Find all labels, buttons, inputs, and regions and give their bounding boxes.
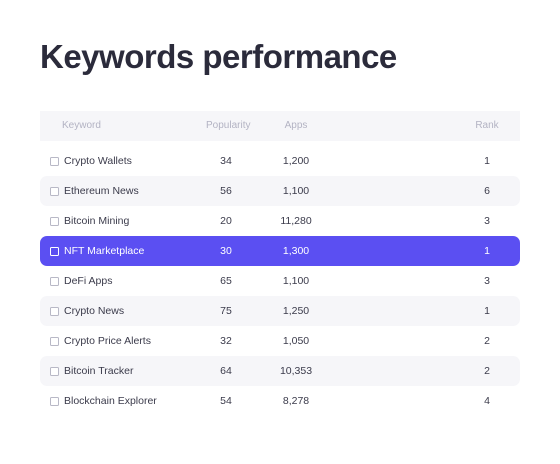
row-checkbox[interactable]	[50, 157, 59, 166]
table-cell: 1,300	[282, 245, 310, 257]
table-cell: 4	[484, 395, 490, 407]
table-cell: 6	[484, 185, 490, 197]
table-cell: 56	[220, 185, 232, 197]
table-cell: Crypto News	[64, 305, 125, 317]
row-checkbox[interactable]	[50, 307, 59, 316]
table-header: Keyword Popularity Apps Rank	[40, 111, 520, 141]
row-checkbox[interactable]	[50, 277, 59, 286]
table-row[interactable]: Blockchain Explorer 54 8,278 4	[40, 386, 520, 416]
table-cell: 1,050	[282, 335, 310, 347]
column-header[interactable]: Apps	[284, 120, 308, 131]
table-row[interactable]: Bitcoin Mining 20 11,280 3	[40, 206, 520, 236]
table-cell: 20	[220, 215, 232, 227]
table-cell: 2	[484, 365, 490, 377]
table-cell: 34	[220, 155, 232, 167]
row-checkbox[interactable]	[50, 217, 59, 226]
table-cell: Bitcoin Tracker	[64, 365, 134, 377]
table-cell: 3	[484, 215, 490, 227]
table-cell: 1,200	[282, 155, 310, 167]
table-row[interactable]: DeFi Apps 65 1,100 3	[40, 266, 520, 296]
table-cell: Crypto Price Alerts	[64, 335, 151, 347]
table-cell: Crypto Wallets	[64, 155, 132, 167]
column-header[interactable]: Popularity	[206, 120, 251, 131]
table-cell: 3	[484, 275, 490, 287]
table-cell: 75	[220, 305, 232, 317]
column-header[interactable]: Rank	[475, 120, 499, 131]
table-cell: 30	[220, 245, 232, 257]
table-cell: 1,100	[282, 185, 310, 197]
table-row[interactable]: Bitcoin Tracker 64 10,353 2	[40, 356, 520, 386]
table-row[interactable]: Ethereum News 56 1,100 6	[40, 176, 520, 206]
table-cell: NFT Marketplace	[64, 245, 145, 257]
table-cell: DeFi Apps	[64, 275, 113, 287]
table-row[interactable]: Crypto News 75 1,250 1	[40, 296, 520, 326]
row-checkbox[interactable]	[50, 367, 59, 376]
column-header[interactable]: Keyword	[62, 120, 101, 131]
page-title: Keywords performance	[40, 38, 397, 75]
table-cell: 1	[484, 305, 490, 317]
table-cell: 65	[220, 275, 232, 287]
table-cell: 32	[220, 335, 232, 347]
row-checkbox[interactable]	[50, 397, 59, 406]
table-cell: 1	[484, 155, 490, 167]
table-cell: 11,280	[280, 215, 312, 227]
table-cell: 8,278	[282, 395, 310, 407]
table-row[interactable]: Crypto Wallets 34 1,200 1	[40, 146, 520, 176]
table-cell: 1	[484, 245, 490, 257]
row-checkbox[interactable]	[50, 247, 59, 256]
table-cell: 10,353	[279, 365, 313, 377]
row-checkbox[interactable]	[50, 187, 59, 196]
table-cell: 2	[484, 335, 490, 347]
table-cell: Bitcoin Mining	[64, 215, 130, 227]
row-checkbox[interactable]	[50, 337, 59, 346]
table-cell: Blockchain Explorer	[64, 395, 157, 407]
table-cell: 1,250	[282, 305, 310, 317]
table-cell: Ethereum News	[64, 185, 139, 197]
table-cell: 1,100	[282, 275, 310, 287]
table-cell: 54	[220, 395, 232, 407]
table-cell: 64	[220, 365, 232, 377]
table-row[interactable]: Crypto Price Alerts 32 1,050 2	[40, 326, 520, 356]
table-row[interactable]: NFT Marketplace 30 1,300 1	[40, 236, 520, 266]
